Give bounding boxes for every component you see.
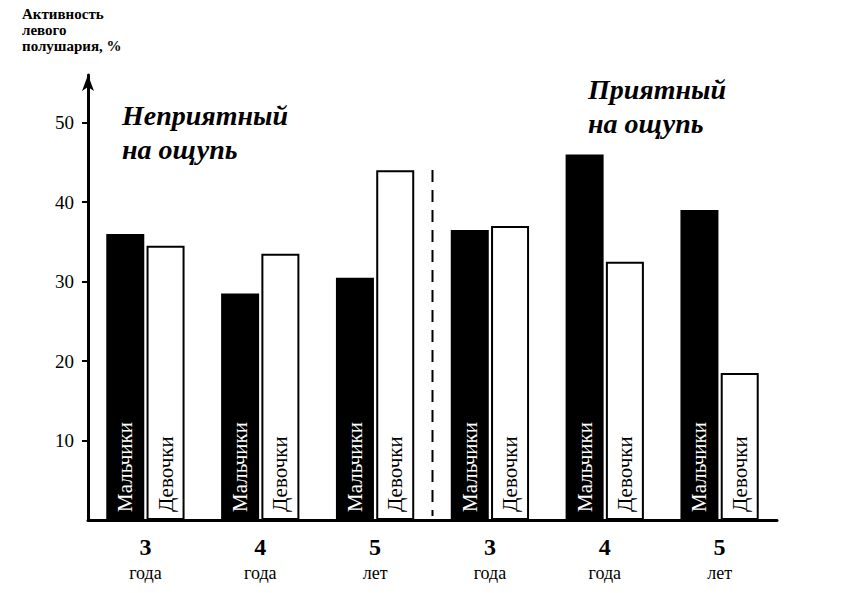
svg-text:4: 4 bbox=[254, 534, 266, 560]
svg-text:3: 3 bbox=[139, 534, 151, 560]
svg-text:Девочки: Девочки bbox=[498, 436, 522, 512]
svg-text:10: 10 bbox=[55, 430, 74, 451]
svg-text:Девочки: Девочки bbox=[268, 436, 292, 512]
svg-text:Неприятный: Неприятный bbox=[121, 100, 288, 131]
svg-text:Мальчики: Мальчики bbox=[228, 422, 252, 512]
svg-text:Мальчики: Мальчики bbox=[113, 422, 137, 512]
svg-text:30: 30 bbox=[55, 271, 74, 292]
svg-text:Мальчики: Мальчики bbox=[687, 422, 711, 512]
svg-text:Мальчики: Мальчики bbox=[343, 422, 367, 512]
svg-text:лет: лет bbox=[363, 563, 388, 583]
svg-text:Активность: Активность bbox=[22, 6, 104, 22]
svg-text:года: года bbox=[244, 563, 277, 583]
svg-text:Девочки: Девочки bbox=[728, 436, 752, 512]
svg-text:5: 5 bbox=[714, 534, 726, 560]
svg-text:5: 5 bbox=[369, 534, 381, 560]
svg-text:левого: левого bbox=[22, 22, 67, 38]
svg-text:Приятный: Приятный bbox=[587, 74, 726, 105]
svg-text:Девочки: Девочки bbox=[154, 436, 178, 512]
svg-text:Мальчики: Мальчики bbox=[458, 422, 482, 512]
svg-text:года: года bbox=[588, 563, 621, 583]
svg-text:50: 50 bbox=[55, 112, 74, 133]
svg-text:Девочки: Девочки bbox=[383, 436, 407, 512]
svg-text:4: 4 bbox=[599, 534, 611, 560]
svg-text:года: года bbox=[129, 563, 162, 583]
svg-text:Девочки: Девочки bbox=[613, 436, 637, 512]
svg-text:года: года bbox=[474, 563, 507, 583]
svg-text:40: 40 bbox=[55, 192, 74, 213]
svg-text:Мальчики: Мальчики bbox=[573, 422, 597, 512]
svg-text:лет: лет bbox=[707, 563, 732, 583]
svg-text:20: 20 bbox=[55, 351, 74, 372]
svg-text:на ощупь: на ощупь bbox=[122, 134, 238, 165]
svg-text:на ощупь: на ощупь bbox=[588, 108, 704, 139]
svg-text:3: 3 bbox=[484, 534, 496, 560]
svg-text:полушария, %: полушария, % bbox=[22, 38, 122, 54]
